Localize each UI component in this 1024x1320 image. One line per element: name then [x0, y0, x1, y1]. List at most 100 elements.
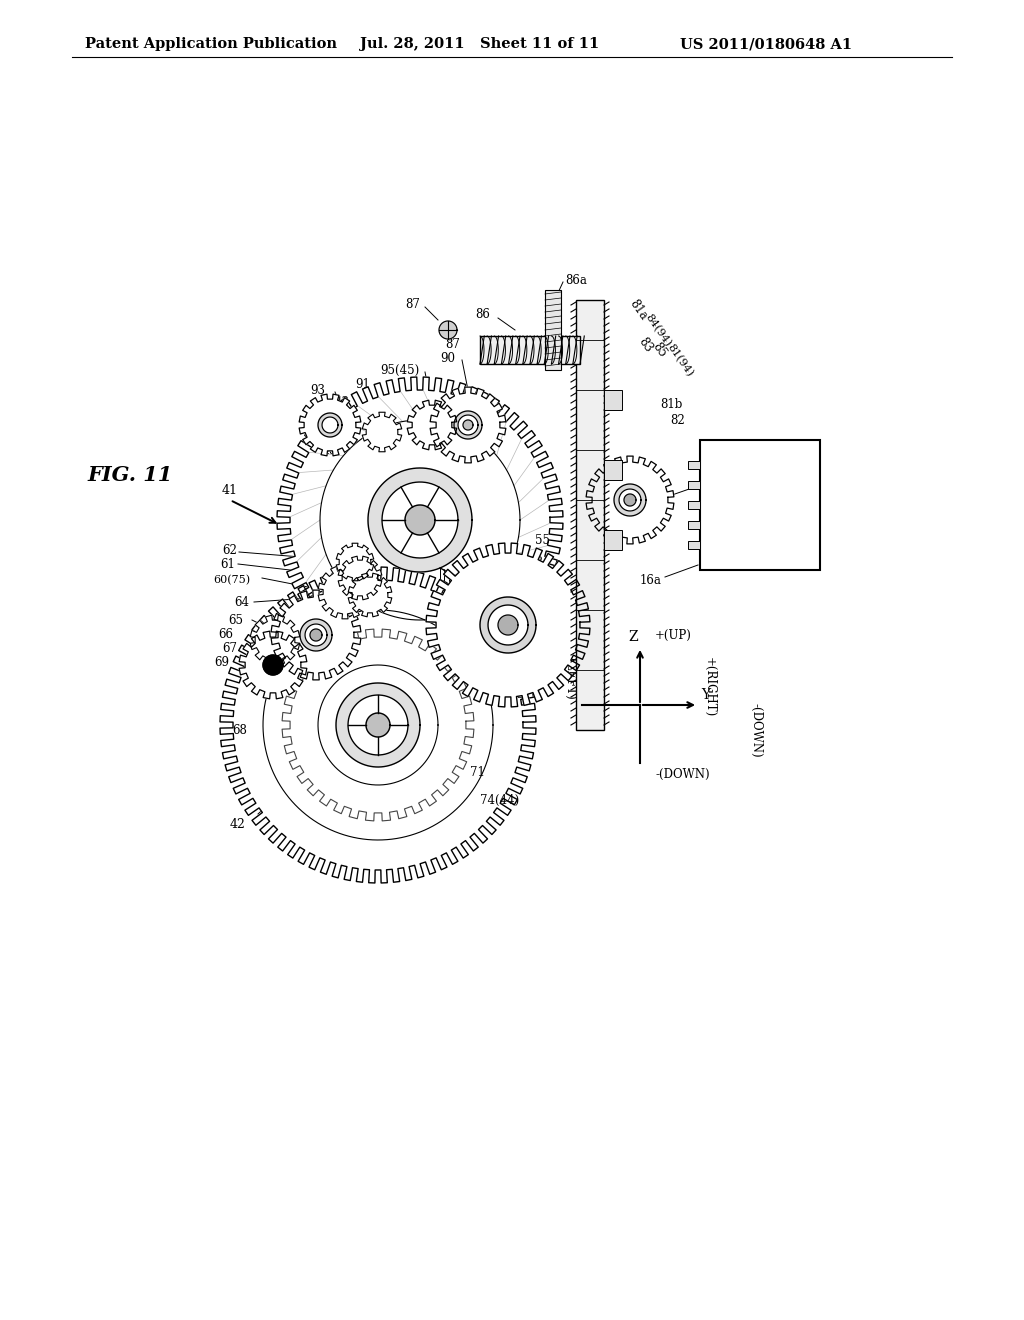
- Polygon shape: [336, 544, 374, 581]
- FancyBboxPatch shape: [545, 290, 561, 370]
- Polygon shape: [618, 488, 641, 511]
- Text: 62: 62: [222, 544, 237, 557]
- Text: +(RIGHT): +(RIGHT): [703, 657, 716, 717]
- Text: 60(75): 60(75): [213, 574, 250, 585]
- Text: 95(45): 95(45): [380, 363, 419, 376]
- Text: 54: 54: [510, 690, 525, 704]
- Text: -(DOWN): -(DOWN): [655, 768, 710, 781]
- Polygon shape: [336, 682, 420, 767]
- Polygon shape: [321, 420, 520, 620]
- Polygon shape: [463, 420, 473, 430]
- Text: 82: 82: [670, 413, 685, 426]
- Polygon shape: [480, 597, 536, 653]
- Text: Y: Y: [701, 688, 710, 702]
- FancyBboxPatch shape: [480, 337, 580, 364]
- Text: 61: 61: [220, 557, 234, 570]
- Polygon shape: [408, 400, 457, 450]
- Polygon shape: [458, 414, 478, 436]
- Text: 81b: 81b: [660, 399, 682, 412]
- Polygon shape: [439, 321, 457, 339]
- Text: US 2011/0180648 A1: US 2011/0180648 A1: [680, 37, 852, 51]
- Polygon shape: [278, 378, 563, 663]
- Polygon shape: [382, 482, 458, 558]
- Text: Jul. 28, 2011   Sheet 11 of 11: Jul. 28, 2011 Sheet 11 of 11: [360, 37, 599, 51]
- Text: 65: 65: [228, 614, 243, 627]
- Text: +(UP): +(UP): [655, 630, 692, 642]
- Text: 16: 16: [752, 454, 768, 466]
- Text: 81a: 81a: [627, 297, 650, 322]
- FancyBboxPatch shape: [688, 521, 700, 529]
- Text: -(DOWN): -(DOWN): [750, 702, 763, 758]
- Text: Z: Z: [629, 630, 638, 644]
- Polygon shape: [282, 630, 474, 821]
- Polygon shape: [318, 413, 342, 437]
- Polygon shape: [488, 605, 528, 645]
- Text: 57: 57: [516, 556, 531, 569]
- Polygon shape: [426, 543, 590, 708]
- Polygon shape: [318, 665, 438, 785]
- Polygon shape: [240, 631, 307, 698]
- Polygon shape: [368, 469, 472, 572]
- Polygon shape: [454, 411, 482, 440]
- Text: 52a: 52a: [548, 619, 570, 631]
- Text: 43: 43: [322, 444, 338, 457]
- FancyBboxPatch shape: [604, 531, 622, 550]
- FancyBboxPatch shape: [604, 389, 622, 411]
- Polygon shape: [305, 624, 327, 645]
- Text: 71: 71: [470, 766, 485, 779]
- Polygon shape: [348, 696, 408, 755]
- Polygon shape: [299, 395, 360, 455]
- Text: 51: 51: [698, 483, 713, 496]
- Polygon shape: [366, 713, 390, 737]
- Polygon shape: [250, 615, 300, 665]
- FancyBboxPatch shape: [688, 502, 700, 510]
- Polygon shape: [348, 573, 392, 616]
- FancyBboxPatch shape: [575, 300, 604, 730]
- Text: 86a: 86a: [565, 273, 587, 286]
- Text: 87: 87: [445, 338, 460, 351]
- Text: 41: 41: [222, 483, 238, 496]
- Polygon shape: [263, 610, 493, 840]
- Polygon shape: [220, 568, 536, 883]
- Text: 16a: 16a: [640, 573, 662, 586]
- Text: -(LEFT): -(LEFT): [564, 655, 577, 700]
- Text: 54a: 54a: [520, 589, 542, 602]
- FancyBboxPatch shape: [604, 459, 622, 480]
- FancyBboxPatch shape: [688, 480, 700, 488]
- Text: 68: 68: [232, 723, 247, 737]
- Polygon shape: [338, 556, 382, 599]
- Text: 90: 90: [440, 351, 455, 364]
- Text: 53: 53: [516, 572, 531, 585]
- Polygon shape: [322, 417, 338, 433]
- Polygon shape: [430, 387, 506, 463]
- Text: 43: 43: [335, 396, 350, 408]
- Polygon shape: [318, 565, 372, 619]
- Text: 52: 52: [560, 634, 574, 647]
- Text: 86: 86: [475, 309, 489, 322]
- Text: 91: 91: [355, 379, 370, 392]
- Polygon shape: [406, 506, 435, 535]
- Text: 81(94): 81(94): [665, 342, 695, 379]
- Polygon shape: [624, 494, 636, 506]
- Polygon shape: [498, 615, 518, 635]
- Polygon shape: [310, 630, 322, 642]
- Polygon shape: [271, 590, 360, 680]
- Text: 67: 67: [222, 642, 237, 655]
- Polygon shape: [614, 484, 646, 516]
- Text: 74(44): 74(44): [480, 793, 519, 807]
- Polygon shape: [263, 655, 283, 675]
- Polygon shape: [300, 619, 332, 651]
- Text: 52b: 52b: [536, 603, 558, 616]
- Text: 93: 93: [310, 384, 325, 396]
- Text: 42: 42: [230, 817, 246, 830]
- Text: 64: 64: [234, 595, 249, 609]
- FancyBboxPatch shape: [688, 461, 700, 469]
- Text: 83: 83: [636, 335, 655, 355]
- FancyBboxPatch shape: [700, 440, 820, 570]
- Text: 69: 69: [214, 656, 229, 668]
- Text: 55: 55: [535, 533, 550, 546]
- Text: 66: 66: [218, 627, 233, 640]
- Text: Patent Application Publication: Patent Application Publication: [85, 37, 337, 51]
- FancyBboxPatch shape: [688, 541, 700, 549]
- Text: 84(94): 84(94): [643, 312, 673, 348]
